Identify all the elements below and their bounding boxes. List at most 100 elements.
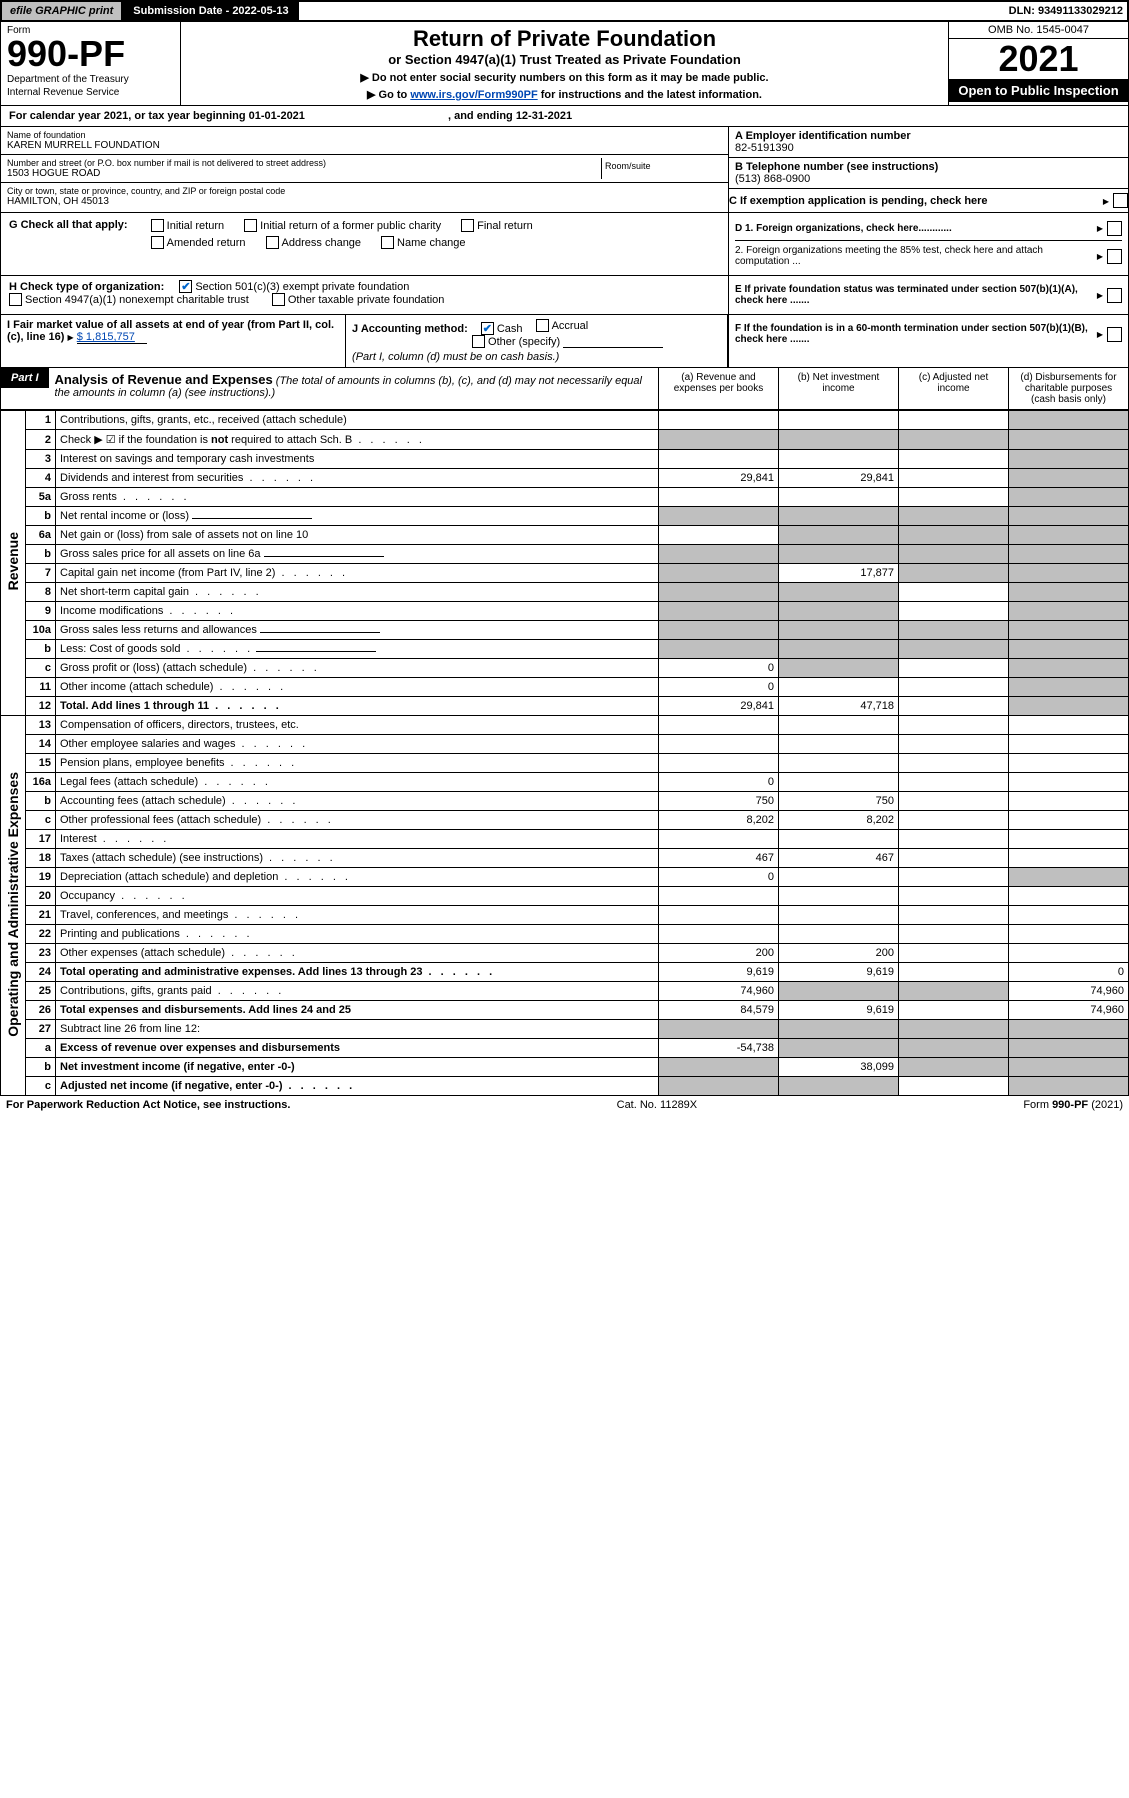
omb-number: OMB No. 1545-0047 — [949, 22, 1128, 39]
f-checkbox[interactable] — [1107, 327, 1122, 342]
line-description: Net short-term capital gain . . . . . . — [56, 583, 659, 602]
cell-b — [779, 982, 899, 1001]
d2-checkbox[interactable] — [1107, 249, 1122, 264]
cell-b: 47,718 — [779, 697, 899, 716]
arrow-icon — [68, 331, 74, 343]
col-d-header: (d) Disbursements for charitable purpose… — [1008, 368, 1128, 409]
footer-right: Form 990-PF (2021) — [1023, 1099, 1123, 1111]
foundation-info-grid: Name of foundation KAREN MURRELL FOUNDAT… — [0, 127, 1129, 213]
irs-link[interactable]: www.irs.gov/Form990PF — [410, 89, 537, 101]
cell-b — [779, 411, 899, 430]
chk-other-taxable[interactable]: Other taxable private foundation — [272, 293, 445, 306]
chk-initial-return[interactable]: Initial return — [151, 219, 224, 232]
i-value[interactable]: $ 1,815,757 — [77, 331, 147, 344]
cell-c — [899, 963, 1009, 982]
cell-d — [1009, 469, 1129, 488]
cell-d — [1009, 488, 1129, 507]
cell-c — [899, 754, 1009, 773]
line-description: Other professional fees (attach schedule… — [56, 811, 659, 830]
cell-d — [1009, 887, 1129, 906]
g-label: G Check all that apply: — [9, 219, 128, 231]
cell-c — [899, 678, 1009, 697]
cell-d: 74,960 — [1009, 1001, 1129, 1020]
cell-d — [1009, 621, 1129, 640]
line-description: Subtract line 26 from line 12: — [56, 1020, 659, 1039]
cell-b: 750 — [779, 792, 899, 811]
cell-d — [1009, 716, 1129, 735]
cell-b — [779, 773, 899, 792]
line-number: 24 — [26, 963, 56, 982]
line-description: Less: Cost of goods sold . . . . . . — [56, 640, 659, 659]
cell-b: 38,099 — [779, 1058, 899, 1077]
chk-address-change[interactable]: Address change — [266, 236, 362, 249]
city-cell: City or town, state or province, country… — [1, 183, 728, 210]
cell-d — [1009, 526, 1129, 545]
cell-c — [899, 792, 1009, 811]
line-description: Dividends and interest from securities .… — [56, 469, 659, 488]
cell-b — [779, 678, 899, 697]
cell-a — [659, 925, 779, 944]
cell-b — [779, 1039, 899, 1058]
cell-d — [1009, 906, 1129, 925]
ein-label: A Employer identification number — [735, 130, 1122, 142]
line-number: a — [26, 1039, 56, 1058]
line-number: 1 — [26, 411, 56, 430]
cell-a — [659, 735, 779, 754]
chk-accrual[interactable]: Accrual — [536, 319, 589, 332]
line-description: Pension plans, employee benefits . . . .… — [56, 754, 659, 773]
d1-row: D 1. Foreign organizations, check here..… — [735, 217, 1122, 241]
top-bar-left: efile GRAPHIC print Submission Date - 20… — [2, 2, 299, 20]
line-number: 10a — [26, 621, 56, 640]
d2-label: 2. Foreign organizations meeting the 85%… — [735, 245, 1089, 267]
line-number: 13 — [26, 716, 56, 735]
chk-final-return[interactable]: Final return — [461, 219, 533, 232]
cell-b — [779, 716, 899, 735]
e-checkbox[interactable] — [1107, 288, 1122, 303]
line-number: 15 — [26, 754, 56, 773]
f-row: F If the foundation is in a 60-month ter… — [735, 319, 1122, 349]
arrow-icon — [1097, 329, 1103, 340]
cell-c — [899, 944, 1009, 963]
cell-d — [1009, 430, 1129, 450]
cell-a — [659, 887, 779, 906]
room-suite-label: Room/suite — [602, 158, 722, 179]
chk-other-method[interactable]: Other (specify) — [472, 335, 560, 348]
line-description: Check ▶ ☑ if the foundation is not requi… — [56, 430, 659, 450]
cell-c — [899, 602, 1009, 621]
cell-d — [1009, 640, 1129, 659]
d1-checkbox[interactable] — [1107, 221, 1122, 236]
part1-tag: Part I — [1, 368, 49, 388]
chk-amended-return[interactable]: Amended return — [151, 236, 246, 249]
cell-c — [899, 469, 1009, 488]
page-footer: For Paperwork Reduction Act Notice, see … — [0, 1096, 1129, 1114]
phone-label: B Telephone number (see instructions) — [735, 161, 1122, 173]
cell-d — [1009, 811, 1129, 830]
line-number: 8 — [26, 583, 56, 602]
chk-name-change[interactable]: Name change — [381, 236, 466, 249]
cell-b — [779, 621, 899, 640]
addr-label: Number and street (or P.O. box number if… — [7, 158, 601, 168]
line-description: Taxes (attach schedule) (see instruction… — [56, 849, 659, 868]
line-description: Income modifications . . . . . . — [56, 602, 659, 621]
cell-c — [899, 773, 1009, 792]
submission-date: Submission Date - 2022-05-13 — [123, 2, 298, 20]
efile-print-button[interactable]: efile GRAPHIC print — [2, 2, 123, 20]
dln-number: DLN: 93491133029212 — [1009, 5, 1127, 17]
line-number: 14 — [26, 735, 56, 754]
cell-b — [779, 1077, 899, 1096]
line-description: Gross profit or (loss) (attach schedule)… — [56, 659, 659, 678]
chk-initial-public[interactable]: Initial return of a former public charit… — [244, 219, 441, 232]
line-number: b — [26, 792, 56, 811]
chk-cash[interactable]: Cash — [481, 322, 523, 335]
c-checkbox[interactable] — [1113, 193, 1128, 208]
line-number: 3 — [26, 450, 56, 469]
chk-501c3[interactable]: Section 501(c)(3) exempt private foundat… — [179, 280, 409, 293]
chk-4947a1[interactable]: Section 4947(a)(1) nonexempt charitable … — [9, 293, 249, 306]
part1-header: Part I Analysis of Revenue and Expenses … — [0, 368, 1129, 410]
form-title: Return of Private Foundation — [191, 26, 938, 52]
cell-a: 200 — [659, 944, 779, 963]
cell-c — [899, 507, 1009, 526]
cell-a: 84,579 — [659, 1001, 779, 1020]
cell-d — [1009, 830, 1129, 849]
j-label: J Accounting method: — [352, 323, 468, 335]
